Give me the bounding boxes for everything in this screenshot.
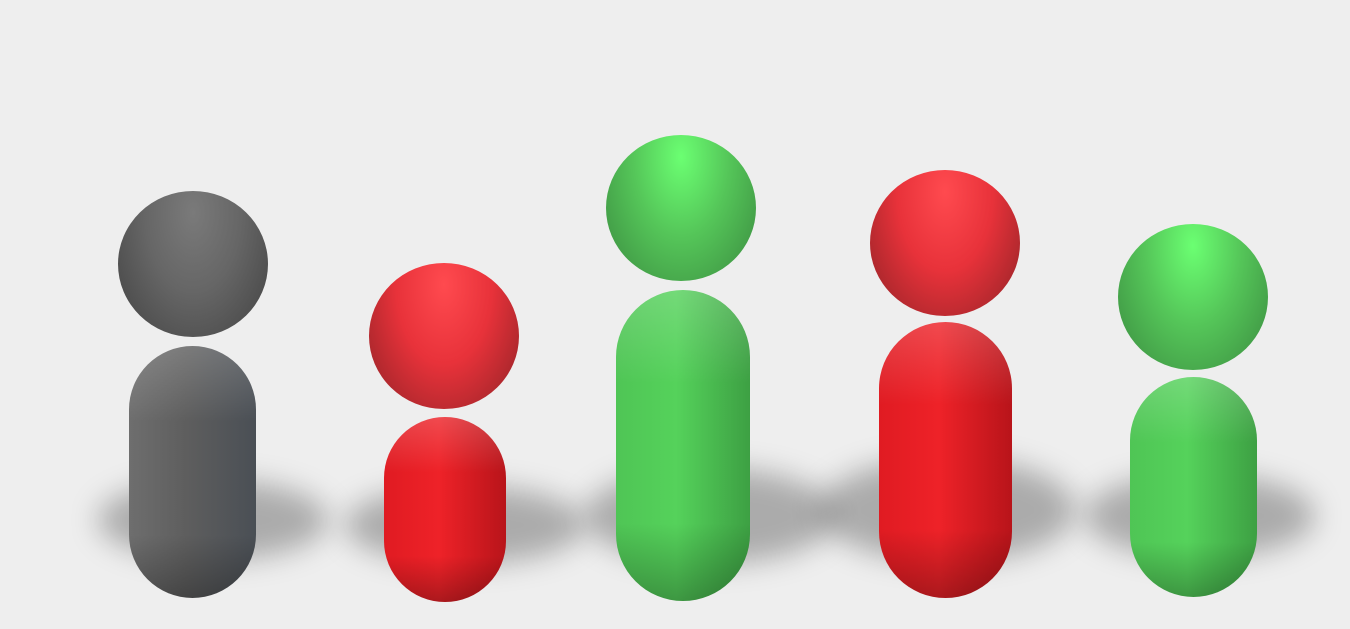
body-capsule [384, 417, 506, 602]
head-sphere [1118, 224, 1268, 370]
body-capsule [129, 346, 256, 598]
body-capsule [616, 290, 750, 601]
head-sphere [369, 263, 519, 409]
body-capsule [1130, 377, 1257, 597]
head-sphere [118, 191, 268, 337]
head-sphere [870, 170, 1020, 316]
body-capsule [879, 322, 1012, 598]
head-sphere [606, 135, 756, 281]
